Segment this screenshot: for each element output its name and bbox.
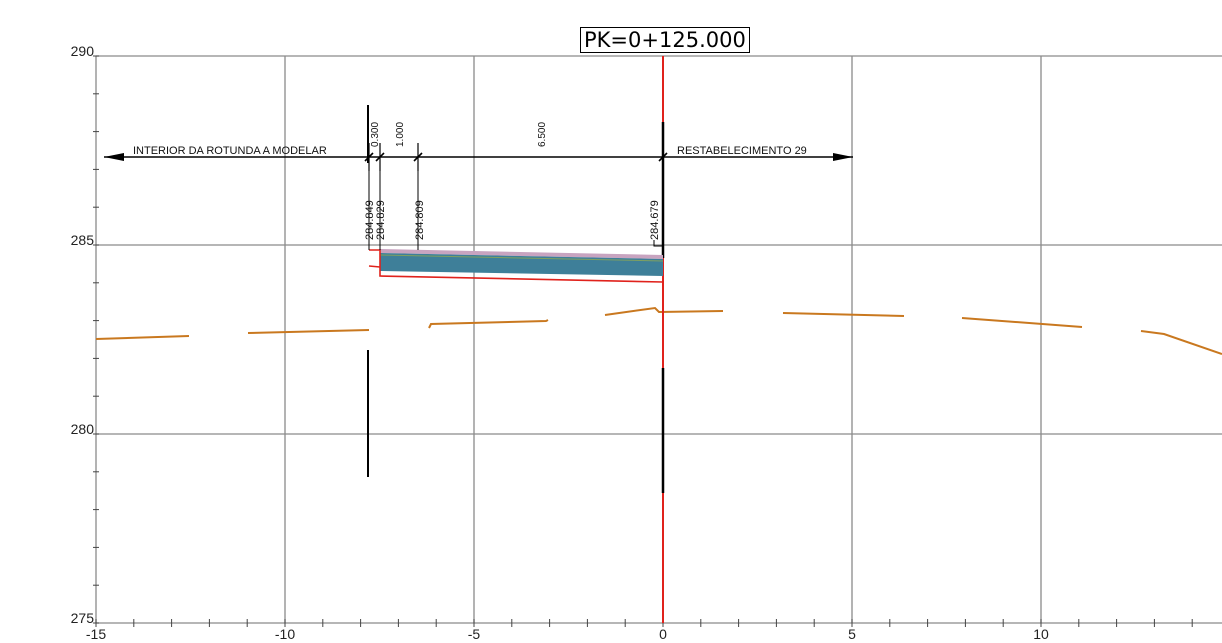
terrain-profile	[95, 306, 1222, 355]
dimension-arrow-right	[833, 153, 853, 161]
elevation-label: 284.829	[375, 200, 387, 240]
terrain-segment	[247, 329, 370, 334]
terrain-segment	[604, 306, 724, 316]
subgrade-outline	[368, 265, 381, 268]
terrain-segment	[961, 317, 1083, 328]
pavement-top-layer	[380, 249, 663, 259]
x-tick-label: -15	[86, 626, 106, 642]
y-tick-labels: 290 285 280 275	[71, 43, 95, 626]
elevation-label: 284.679	[649, 200, 661, 240]
x-tick-label: 10	[1033, 626, 1049, 642]
terrain-segment	[428, 319, 549, 329]
y-tick-label: 275	[71, 610, 95, 626]
station-label: PK=0+125.000	[580, 27, 750, 53]
subgrade-outline	[369, 249, 664, 283]
dimension-tick	[658, 152, 668, 162]
left-dimension-label: INTERIOR DA ROTUNDA A MODELAR	[133, 145, 327, 157]
grid-lines	[93, 55, 1222, 627]
x-tick-label: 0	[659, 626, 667, 642]
elevation-label: 284.849	[364, 200, 376, 240]
width-label: 6.500	[537, 122, 548, 147]
road-structure	[367, 56, 665, 623]
x-tick-label: -10	[275, 626, 295, 642]
right-dimension-label: RESTABELECIMENTO 29	[677, 145, 807, 157]
terrain-segment	[782, 312, 905, 317]
dimension-tick	[364, 152, 374, 162]
dimension-arrow-left	[104, 153, 124, 161]
y-tick-label: 290	[71, 43, 95, 59]
width-label: 0.300	[370, 122, 381, 147]
dimension-tick	[413, 152, 423, 162]
pavement-body	[380, 253, 663, 276]
x-tick-label: -5	[468, 626, 481, 642]
terrain-segment	[1140, 330, 1222, 355]
dimension-lines	[104, 143, 853, 250]
y-tick-label: 280	[71, 421, 95, 437]
dimension-tick	[375, 152, 385, 162]
elevation-leader	[653, 240, 663, 247]
y-tick-label: 285	[71, 232, 95, 248]
x-tick-labels: -15 -10 -5 0 5 10	[86, 626, 1049, 642]
x-tick-label: 5	[848, 626, 856, 642]
width-label: 1.000	[395, 122, 406, 147]
pavement-layer-line	[379, 254, 664, 262]
elevation-label: 284.809	[414, 200, 426, 240]
terrain-segment	[95, 335, 190, 340]
